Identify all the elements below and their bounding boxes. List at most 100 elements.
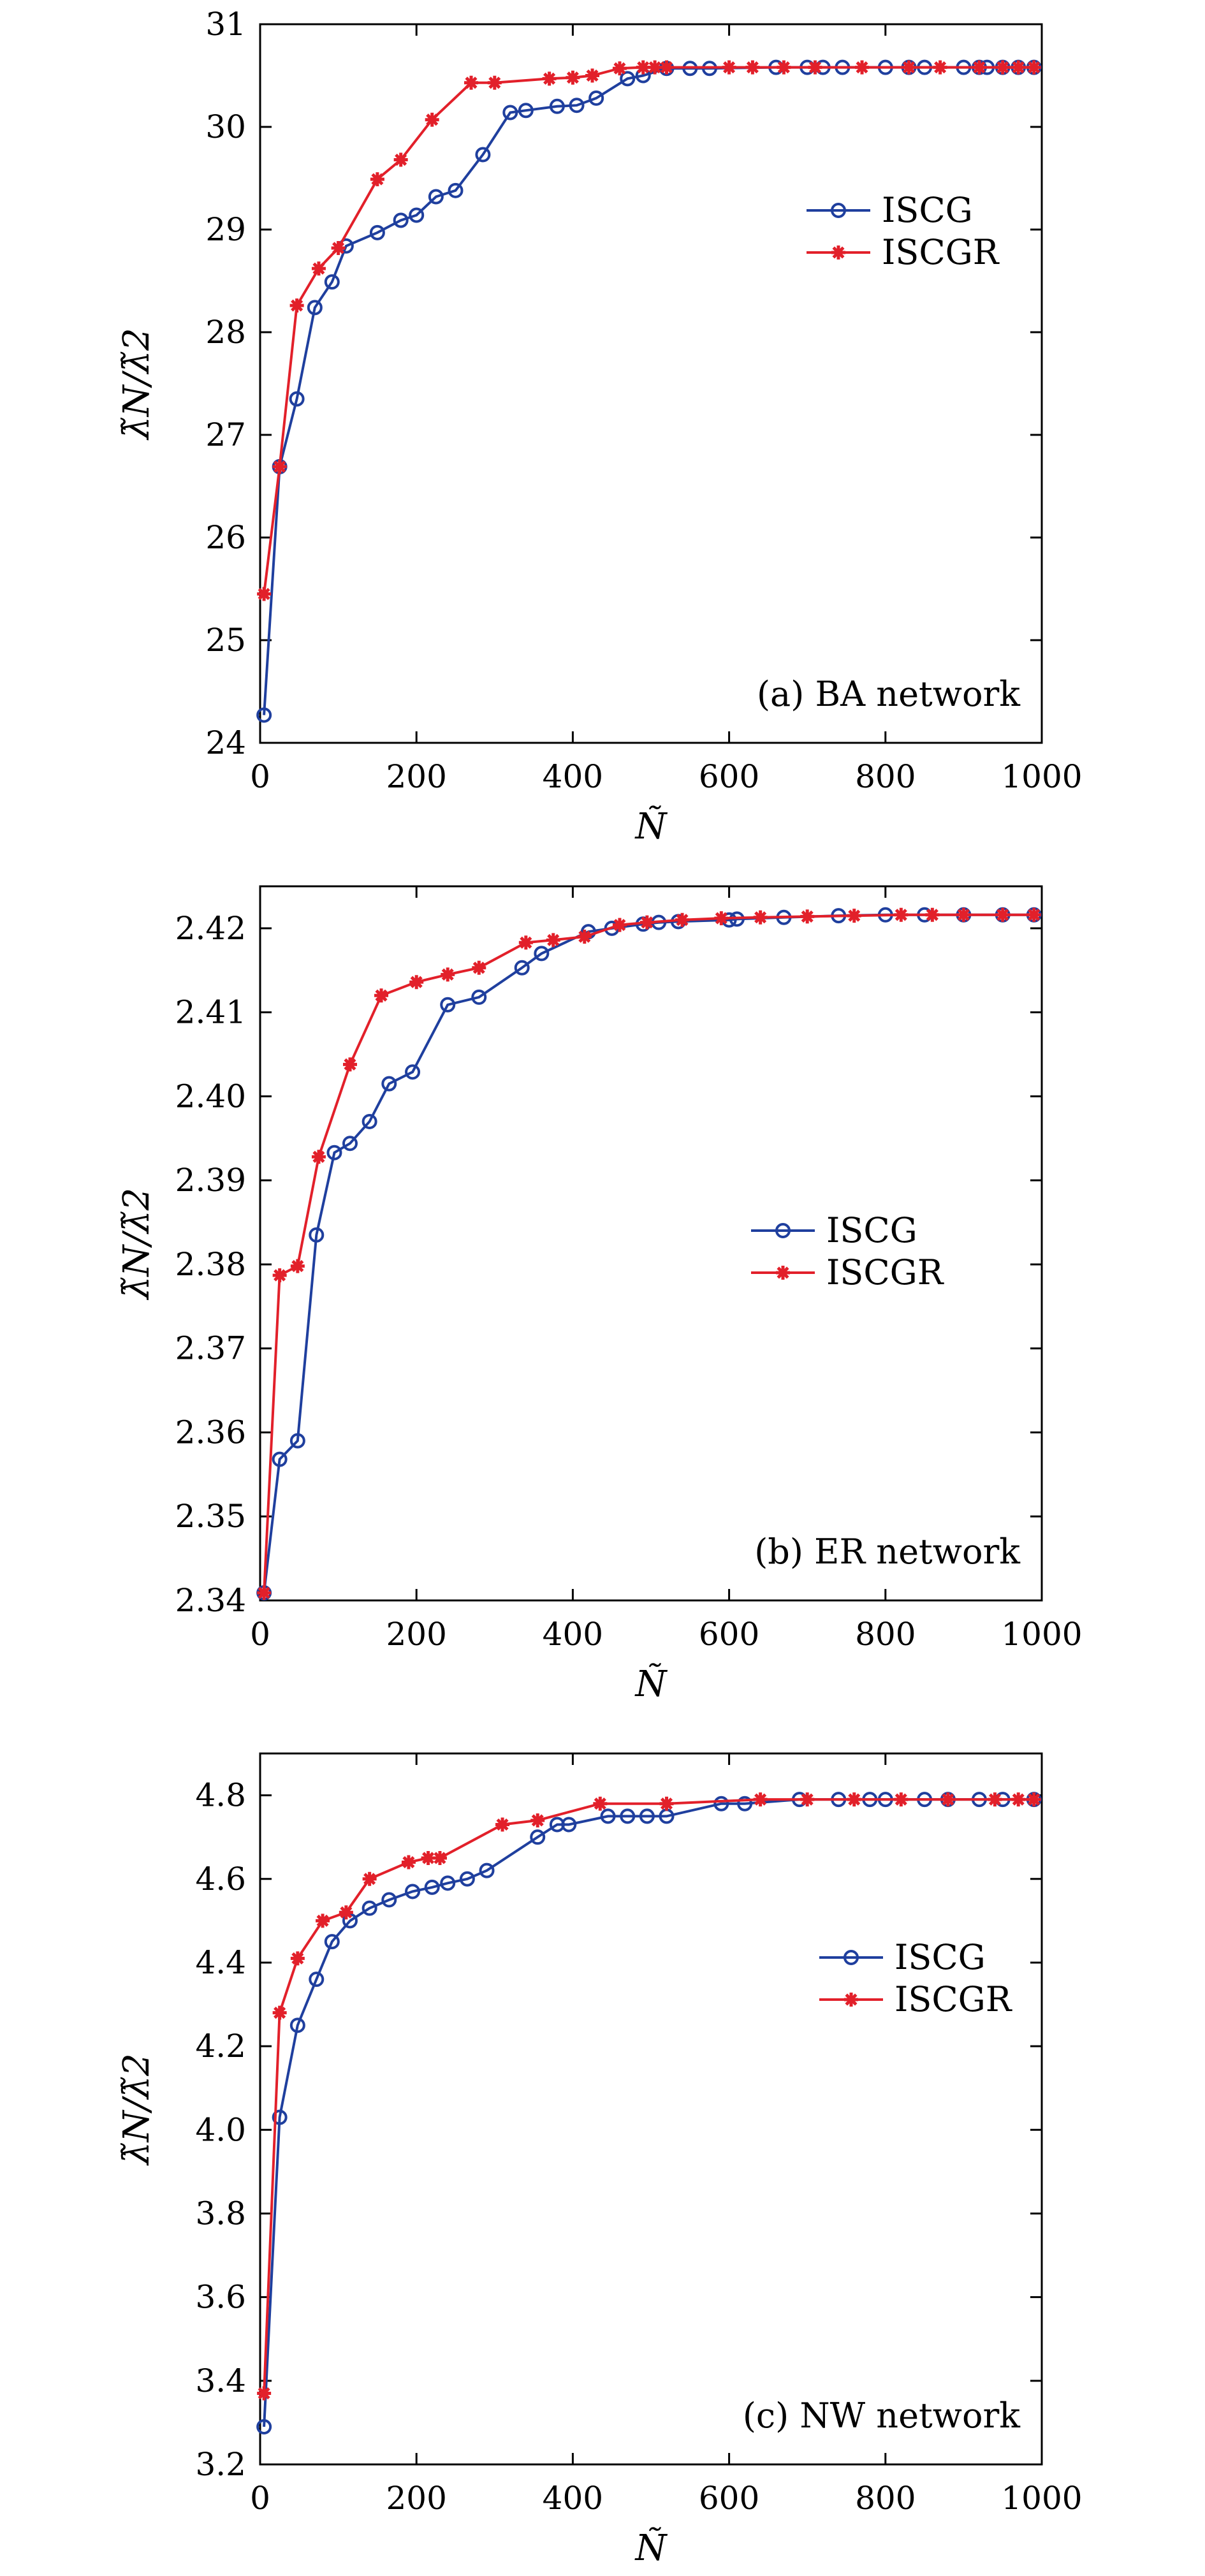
- series-iscg-point: [272, 1451, 288, 1467]
- series-iscg-point: [475, 147, 491, 163]
- panel-annotation: (b) ER network: [754, 1532, 1021, 1572]
- series-iscgr-point: [1011, 1792, 1026, 1807]
- series-iscgr-point: [753, 1792, 768, 1807]
- series-iscgr-point: [1026, 1792, 1041, 1807]
- series-iscgr-point: [612, 61, 627, 76]
- series-iscg-point: [620, 71, 636, 87]
- series-iscgr-point: [464, 75, 479, 90]
- series-iscg-point: [639, 1808, 655, 1824]
- series-iscgr: [257, 1792, 1041, 2401]
- series-iscg-point: [324, 274, 340, 290]
- y-tick-label: 2.34: [175, 1582, 246, 1619]
- x-tick-label: 200: [386, 1616, 446, 1653]
- x-axis-title: Ñ: [634, 1663, 668, 1705]
- series-iscg-point: [409, 207, 425, 223]
- legend-marker: [775, 1223, 791, 1238]
- series-iscg-point: [324, 1934, 340, 1950]
- legend-marker: [831, 245, 845, 260]
- x-tick-label: 1000: [1001, 758, 1082, 795]
- y-tick-label: 3.2: [195, 2446, 246, 2483]
- chart-panel-a: 0 200 400 600 800 1000 24 25 26 27 28 29 30 31 Ñλ̃N/λ̃…: [116, 6, 1083, 847]
- series-iscgr-point: [290, 1951, 305, 1966]
- series-iscgr-point: [925, 907, 940, 922]
- series-iscgr-point: [894, 1792, 909, 1807]
- y-tick-label: 2.42: [175, 910, 246, 947]
- series-iscg-point: [362, 1900, 377, 1916]
- series-iscgr: [257, 60, 1041, 601]
- series-iscgr-point: [425, 112, 439, 127]
- series-iscgr-point: [1026, 907, 1041, 922]
- y-tick-label: 2.41: [175, 994, 246, 1031]
- series-iscgr-point: [487, 75, 502, 90]
- legend-marker: [844, 1950, 859, 1965]
- series-iscgr-point: [374, 988, 389, 1003]
- series-iscg-point: [256, 707, 272, 723]
- series-iscgr-point: [808, 60, 822, 75]
- series-iscgr-point: [257, 1586, 272, 1600]
- y-axis-title: λ̃N/λ̃2: [116, 328, 157, 440]
- y-tick-label: 4.8: [195, 1777, 246, 1814]
- series-iscgr-point: [441, 967, 455, 982]
- series-iscgr-point: [542, 71, 557, 86]
- series-iscg: [256, 59, 1042, 723]
- series-iscgr-point: [612, 918, 627, 932]
- series-iscgr-point: [370, 172, 384, 187]
- chart-panel-c: 0 200 400 600 800 1000 3.2 3.4 3.6 3.8 4.0 4.2 4.4 4.…: [116, 1752, 1083, 2569]
- legend-label-iscg: ISCG: [895, 1937, 986, 1977]
- series-iscgr-point: [311, 261, 326, 276]
- series-iscgr-point: [777, 60, 791, 75]
- legend-marker: [776, 1266, 790, 1280]
- y-tick-label: 4.6: [195, 1861, 246, 1898]
- series-iscg-point: [428, 189, 444, 205]
- series-iscg-point: [307, 300, 323, 316]
- plot-frame: [259, 23, 1043, 744]
- series-iscg-point: [342, 1136, 358, 1152]
- series-iscgr-point: [894, 907, 909, 922]
- legend-label-iscgr: ISCGR: [895, 1979, 1012, 2019]
- series-iscgr-point: [636, 60, 650, 75]
- series-iscgr-point: [902, 60, 916, 75]
- series-iscgr-point: [472, 960, 486, 975]
- x-tick-label: 800: [855, 1616, 916, 1653]
- series-iscg-point: [514, 960, 530, 976]
- series-iscgr-point: [290, 1259, 305, 1273]
- series-iscg-point: [256, 2419, 272, 2434]
- series-iscg-point: [713, 1796, 729, 1811]
- series-iscg-point: [440, 1875, 456, 1891]
- y-tick-label: 2.40: [175, 1078, 246, 1115]
- x-tick-label: 0: [250, 2480, 270, 2517]
- y-tick-label: 2.37: [175, 1330, 246, 1367]
- series-iscgr-point: [566, 70, 580, 85]
- x-tick-label: 200: [386, 758, 446, 795]
- series-iscg-point: [518, 103, 534, 119]
- y-tick-label: 4.4: [195, 1944, 246, 1981]
- series-iscg-point: [289, 1433, 305, 1449]
- series-iscg-point: [588, 90, 604, 106]
- x-tick-label: 1000: [1001, 1616, 1082, 1653]
- legend-label-iscg: ISCG: [882, 190, 973, 230]
- legend-label-iscg: ISCG: [826, 1210, 917, 1250]
- series-iscg-point: [502, 105, 518, 121]
- x-tick-label: 0: [250, 758, 270, 795]
- series-iscgr-point: [956, 907, 971, 922]
- series-iscgr-point: [518, 935, 533, 950]
- series-iscgr-point: [495, 1817, 510, 1832]
- series-iscgr-point: [316, 1914, 330, 1928]
- series-iscgr-point: [432, 1850, 447, 1865]
- series-iscgr-point: [257, 587, 272, 601]
- series-iscg-point: [424, 1879, 440, 1895]
- x-axis-title: Ñ: [634, 2527, 668, 2569]
- series-iscg-point: [561, 1817, 577, 1833]
- series-iscgr-point: [639, 915, 654, 930]
- series-iscgr-point: [362, 1871, 377, 1886]
- y-tick-label: 2.38: [175, 1246, 246, 1283]
- y-tick-label: 2.35: [175, 1498, 246, 1535]
- chart-panel-b: 0 200 400 600 800 1000 2.34 2.35 2.36 2.37 2.38 2.3…: [116, 885, 1083, 1705]
- y-tick-label: 4.2: [195, 2028, 246, 2065]
- series-iscgr-point: [722, 60, 736, 75]
- y-tick-label: 28: [205, 314, 246, 351]
- y-tick-label: 30: [205, 108, 246, 145]
- series-iscg-point: [369, 224, 385, 240]
